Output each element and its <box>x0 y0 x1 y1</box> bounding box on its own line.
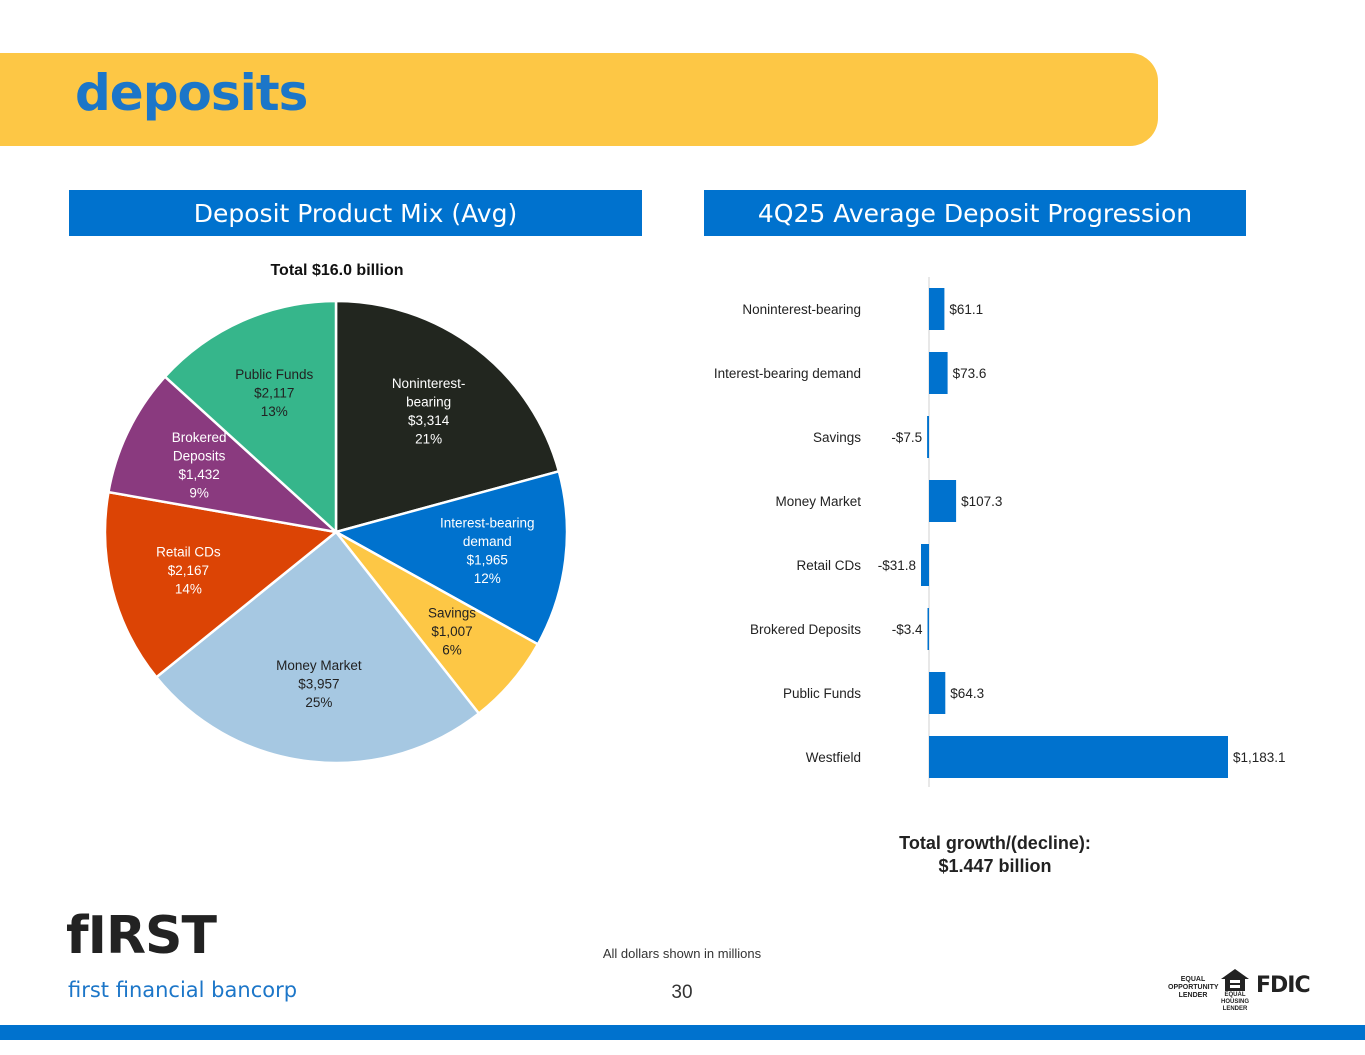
bar-value-label-3: $107.3 <box>961 494 1002 509</box>
bar-category-label-5: Brokered Deposits <box>750 622 861 637</box>
footnote: All dollars shown in millions <box>602 946 762 961</box>
fdic-logo: FDIC <box>1256 973 1311 998</box>
pie-label-4: Retail CDs $2,167 14% <box>156 545 221 597</box>
bar-category-label-2: Savings <box>813 430 861 445</box>
bar-value-label-5: -$3.4 <box>892 622 923 637</box>
bar-value-label-7: $1,183.1 <box>1233 750 1286 765</box>
equal-opportunity-lender-badge: EQUAL OPPORTUNITY LENDER <box>1168 976 1219 999</box>
total-growth: Total growth/(decline): $1.447 billion <box>845 832 1145 878</box>
bar-value-label-1: $73.6 <box>953 366 987 381</box>
total-growth-label: Total growth/(decline): <box>899 833 1091 853</box>
pie-label-3: Money Market $3,957 25% <box>276 658 362 710</box>
pie-label-5: Brokered Deposits $1,432 9% <box>172 430 227 501</box>
bottom-bar <box>0 1025 1365 1040</box>
pie-chart-title: Total $16.0 billion <box>270 262 404 279</box>
pie-slice-5 <box>107 374 341 534</box>
pie-slice-3 <box>154 530 481 765</box>
page-title: deposits <box>75 64 308 122</box>
bar-0 <box>929 288 945 330</box>
bar-category-label-4: Retail CDs <box>796 558 861 573</box>
pie-slice-4 <box>103 490 339 679</box>
pie-chart: Noninterest-bearing $3,314 21% Interest-bea… <box>103 299 569 765</box>
bar-1 <box>929 352 948 394</box>
bar-category-label-7: Westfield <box>806 750 861 765</box>
pie-label-2: Savings $1,007 6% <box>428 605 476 657</box>
bar-category-label-0: Noninterest-bearing <box>742 302 861 317</box>
page-number: 30 <box>671 982 693 1003</box>
pie-panel-header-text: Deposit Product Mix (Avg) <box>193 198 518 228</box>
title-banner <box>0 53 1158 146</box>
bar-value-label-0: $61.1 <box>949 302 983 317</box>
bar-7 <box>929 736 1228 778</box>
total-growth-value: $1.447 billion <box>938 856 1052 876</box>
bar-2 <box>927 416 929 458</box>
bar-value-label-4: -$31.8 <box>878 558 916 573</box>
pie-label-0: Noninterest-bearing $3,314 21% <box>392 376 466 447</box>
bar-category-label-3: Money Market <box>775 494 861 509</box>
bar-value-label-6: $64.3 <box>950 686 984 701</box>
pie-label-6: Public Funds $2,117 13% <box>235 367 313 419</box>
bar-5 <box>927 608 929 650</box>
logo-text: first financial bancorp <box>68 978 298 1002</box>
bar-3 <box>929 480 957 522</box>
bar-panel-header: 4Q25 Average Deposit Progression <box>704 190 1246 236</box>
equal-housing-lender-text: EQUAL HOUSING LENDER <box>1220 992 1249 1012</box>
bar-value-label-2: -$7.5 <box>891 430 922 445</box>
equal-housing-icon <box>1221 969 1249 991</box>
pie-slice-6 <box>163 299 338 535</box>
pie-slice-0 <box>334 299 561 534</box>
bar-category-label-1: Interest-bearing demand <box>714 366 861 381</box>
bar-category-label-6: Public Funds <box>783 686 861 701</box>
bar-6 <box>929 672 946 714</box>
logo-mark: fIRST <box>66 906 217 966</box>
pie-panel-header: Deposit Product Mix (Avg) <box>69 190 642 236</box>
pie-label-1: Interest-bearing demand $1,965 12% <box>440 516 535 587</box>
bar-panel-header-text: 4Q25 Average Deposit Progression <box>757 198 1193 228</box>
bar-chart: Noninterest-bearing $61.1 Interest-bearing… <box>714 277 1286 787</box>
pie-slice-1 <box>332 469 569 646</box>
bar-4 <box>921 544 929 586</box>
